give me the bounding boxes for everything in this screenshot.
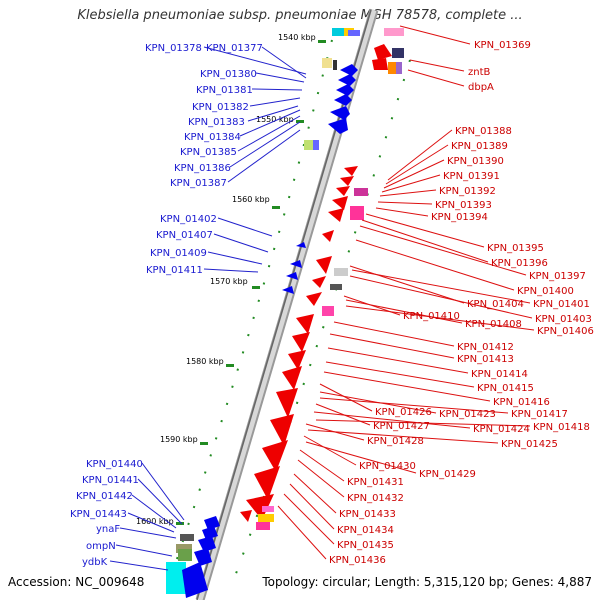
gene-label: KPN_01383: [188, 117, 245, 128]
tick-label: 1540 kbp: [278, 33, 316, 42]
gene-label: KPN_01428: [367, 436, 424, 447]
gene-label: KPN_01397: [529, 271, 586, 282]
gene-label: KPN_01388: [455, 126, 512, 137]
gene-label: KPN_01394: [431, 212, 488, 223]
gene-label: ompN: [86, 541, 116, 552]
gene-label: KPN_01401: [533, 299, 590, 310]
gene-label: KPN_01418: [533, 422, 590, 433]
gene-label: KPN_01429: [419, 469, 476, 480]
tick-label: 1570 kbp: [210, 277, 248, 286]
tick-label: 1600 kbp: [136, 517, 174, 526]
gene-label: KPN_01443: [70, 509, 127, 520]
gene-label: KPN_01434: [337, 525, 394, 536]
gene-label: KPN_01378: [145, 43, 202, 54]
gene-label: KPN_01395: [487, 243, 544, 254]
gene-label: KPN_01402: [160, 214, 217, 225]
tick-label: 1590 kbp: [160, 435, 198, 444]
scale-ticks: 1540 kbp 1550 kbp 1560 kbp 1570 kbp 1580…: [136, 33, 326, 526]
left-labels: KPN_01378 KPN_01377 KPN_01380 KPN_01381 …: [70, 43, 263, 568]
gene-label: KPN_01411: [146, 265, 203, 276]
gene-label: KPN_01413: [457, 354, 514, 365]
gene-label: KPN_01400: [517, 286, 574, 297]
gene-label: KPN_01384: [184, 132, 241, 143]
gene-label: KPN_01390: [447, 156, 504, 167]
gene-label: KPN_01386: [174, 163, 231, 174]
gene-label: KPN_01440: [86, 459, 143, 470]
gene-label: KPN_01392: [439, 186, 496, 197]
gene-label: KPN_01424: [473, 424, 530, 435]
summary-label: Topology: circular; Length: 5,315,120 bp…: [262, 575, 592, 589]
right-leader-lines: [277, 25, 535, 560]
gene-label: KPN_01426: [375, 407, 432, 418]
gene-label: KPN_01432: [347, 493, 404, 504]
right-labels: KPN_01369 zntB dbpA KPN_01388 KPN_01389 …: [329, 40, 594, 566]
gene-label: KPN_01441: [82, 475, 139, 486]
gene-label: KPN_01410: [403, 311, 460, 322]
gene-label: KPN_01423: [439, 409, 496, 420]
gene-label: KPN_01380: [200, 69, 257, 80]
gene-label: KPN_01412: [457, 342, 514, 353]
gene-label: KPN_01396: [491, 258, 548, 269]
gene-label: KPN_01385: [180, 147, 237, 158]
gene-label: KPN_01393: [435, 200, 492, 211]
gene-label: KPN_01381: [196, 85, 253, 96]
gene-label: KPN_01391: [443, 171, 500, 182]
gene-label: KPN_01435: [337, 540, 394, 551]
accession-label: Accession: NC_009648: [8, 575, 145, 589]
tick-label: 1550 kbp: [256, 115, 294, 124]
tick-label: 1560 kbp: [232, 195, 270, 204]
gene-label: ynaF: [96, 524, 120, 535]
gene-label: KPN_01415: [477, 383, 534, 394]
gene-label: KPN_01430: [359, 461, 416, 472]
gene-label: KPN_01433: [339, 509, 396, 520]
gene-label: KPN_01409: [150, 248, 207, 259]
gene-label: KPN_01414: [471, 369, 528, 380]
gene-label: KPN_01417: [511, 409, 568, 420]
map-title: Klebsiella pneumoniae subsp. pneumoniae …: [77, 8, 523, 23]
gene-label: KPN_01387: [170, 178, 227, 189]
reverse-genes[interactable]: [240, 28, 404, 530]
gene-label: KPN_01369: [474, 40, 531, 51]
gene-label: KPN_01425: [501, 439, 558, 450]
tick-label: 1580 kbp: [186, 357, 224, 366]
gene-label: KPN_01431: [347, 477, 404, 488]
left-leader-lines: [109, 46, 307, 571]
forward-genes[interactable]: [166, 28, 360, 598]
gene-label: KPN_01404: [467, 299, 524, 310]
gene-label: KPN_01377: [206, 43, 263, 54]
gene-label: KPN_01416: [493, 397, 550, 408]
gene-label: KPN_01408: [465, 319, 522, 330]
gene-label: KPN_01427: [373, 421, 430, 432]
gene-label: KPN_01436: [329, 555, 386, 566]
gene-label: KPN_01406: [537, 326, 594, 337]
gene-label: KPN_01403: [535, 314, 592, 325]
gene-label: KPN_01382: [192, 102, 249, 113]
gene-label: KPN_01389: [451, 141, 508, 152]
gene-label: dbpA: [468, 82, 494, 93]
gene-label: zntB: [468, 67, 491, 78]
gene-label: KPN_01442: [76, 491, 133, 502]
gene-label: ydbK: [82, 557, 108, 568]
gene-label: KPN_01407: [156, 230, 213, 241]
